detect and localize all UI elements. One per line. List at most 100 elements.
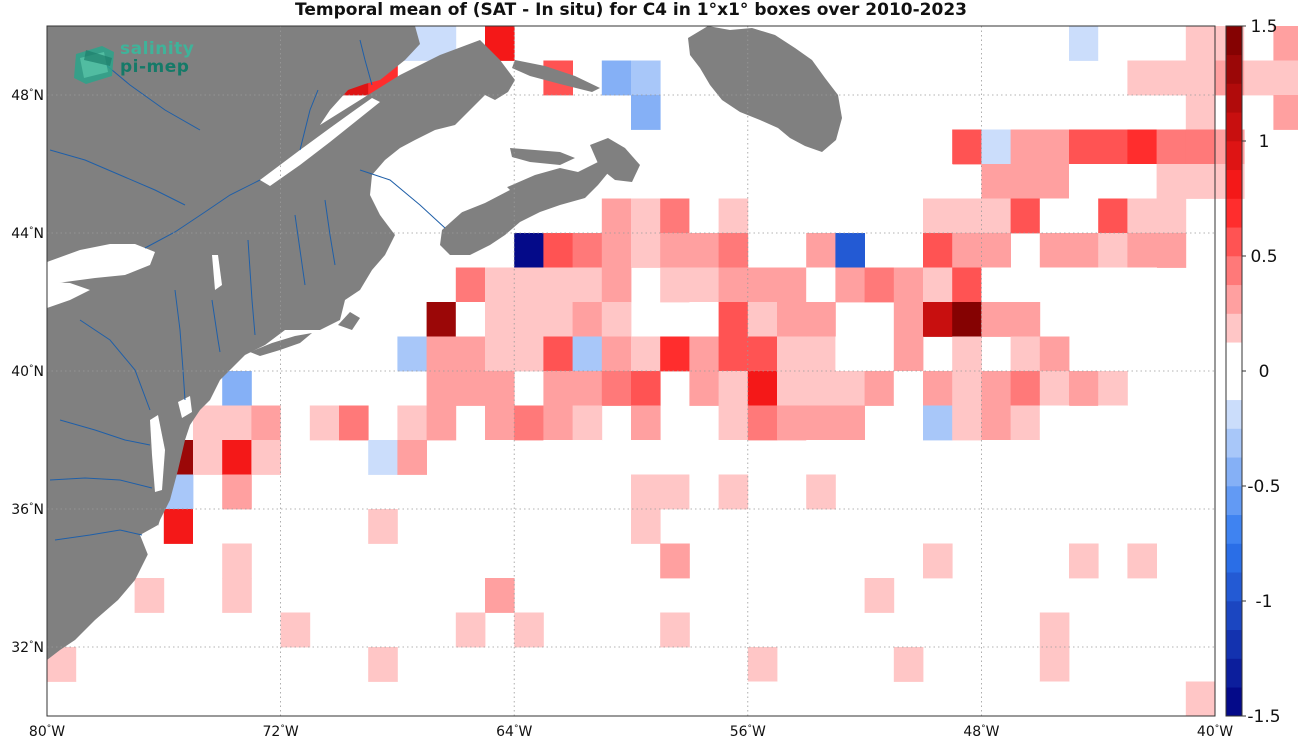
grid-cell [572,302,603,337]
grid-cell [543,267,573,303]
grid-cell [1098,233,1128,268]
grid-cell [952,405,982,441]
grid-cell [1127,543,1157,579]
grid-cell [426,371,457,406]
river-delaware [174,289,186,401]
grid-cell [455,336,486,372]
map-frame [46,25,1216,717]
grid-cell [1185,60,1216,96]
river-ottawa [49,149,186,206]
grid-cell [1010,440,1041,475]
grid-cell [397,405,427,441]
inland-water [47,98,510,555]
grid-cell [1069,543,1099,579]
grid-cell [893,267,924,303]
grid-cell [1127,267,1157,303]
grid-cell [747,647,778,682]
grid-cell [1215,60,1245,96]
grid-cell [1127,129,1157,165]
grid-cell [572,405,603,441]
grid-cell [514,302,544,337]
chesapeake-bay [150,415,165,492]
grid-cell [1039,233,1070,268]
grid-cell [952,233,982,268]
grid-cell [601,371,632,406]
grid-cell [1098,405,1128,441]
graticule [47,26,1215,716]
grid-cell [631,474,661,510]
grid-cell [952,129,982,165]
grid-cell [1010,371,1041,406]
grid-cell [689,302,719,337]
rivers [49,39,446,541]
grid-cell [1098,198,1128,234]
latitude-tick-label: 36°N [11,502,44,518]
grid-cell [631,198,661,234]
delaware-bay [178,396,192,418]
grid-cell [718,440,749,475]
land-layer [47,26,842,660]
grid-cell [572,233,603,268]
grid-cell [455,681,486,717]
grid-cell [1098,26,1128,61]
lake-ontario [47,244,155,285]
grid-cell [835,233,865,268]
grid-cell [543,302,573,337]
land-anticosti [512,60,600,92]
grid-cell [251,405,281,441]
grid-cell [601,336,632,372]
river-james [49,477,153,489]
longitude-tick-label: 64°W [496,724,532,740]
grid-cell [1010,405,1041,441]
grid-cell [923,233,953,268]
grid-cell [923,543,953,579]
grid-cell [455,612,486,648]
grid-cell [1039,371,1070,406]
grid-cell [1010,336,1041,372]
grid-cell [747,371,778,406]
grid-cell [1010,164,1041,199]
grid-cell [777,405,807,441]
grid-cell [835,405,865,441]
grid-cell [893,302,924,337]
grid-cell [777,267,807,303]
river-hudson [211,299,221,353]
grid-cell [485,371,515,406]
grid-cell [718,198,749,234]
grid-cell [1039,198,1070,234]
latitude-tick-label: 44°N [11,226,44,242]
grid-cell [485,302,515,337]
grid-cell [485,440,515,475]
bay-of-fundy [455,185,510,213]
grid-cell [1273,26,1298,61]
land-north-america [47,26,515,660]
river-penobscot [324,199,336,266]
latitude-tick-label: 32°N [11,640,44,656]
grid-cell [1069,198,1099,234]
grid-cell [485,405,515,441]
lake-erie [47,282,90,308]
river-kennebec [294,214,306,286]
longitude-labels: 80°W 72°W 64°W 56°W 48°W 40°W [29,724,1233,740]
grid-cell [543,440,573,475]
logo-mark-icon [74,46,114,84]
grid-cell [806,336,836,372]
grid-cell [1185,129,1216,165]
grid-cell [631,95,661,130]
grid-cell [1098,371,1128,406]
grid-cell [660,233,690,268]
grid-cell [543,681,573,717]
grid-cell [660,336,690,372]
grid-cell [689,371,719,406]
grid-cell [981,405,1011,441]
grid-cell [368,440,398,475]
latitude-tick-label: 48°N [11,88,44,104]
grid-cell [1127,233,1157,268]
grid-cell [981,440,1011,475]
grid-cell [981,129,1011,165]
grid-cell [777,302,807,337]
grid-cell [806,267,836,303]
grid-cell [1156,26,1187,61]
grid-cell [893,371,924,406]
grid-cell [923,302,953,337]
